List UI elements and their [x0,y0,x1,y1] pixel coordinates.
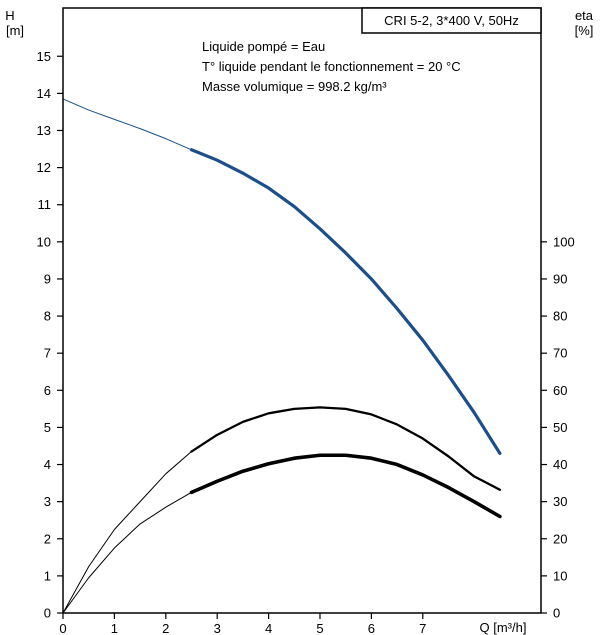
annotation-temperature: T° liquide pendant le fonctionnement = 2… [202,59,461,74]
head-curve [189,148,502,455]
bottom-axis-ticks: 0 1 2 3 4 5 6 7 [59,613,426,635]
left-tick-label: 2 [44,531,51,546]
left-tick-label: 6 [44,383,51,398]
left-tick-label: 3 [44,494,51,509]
bottom-tick-label: 7 [419,621,426,635]
bottom-tick-label: 3 [214,621,221,635]
right-tick-label: 10 [553,568,567,583]
left-tick-label: 4 [44,457,51,472]
curves [62,98,502,614]
left-tick-label: 10 [37,234,51,249]
right-tick-label: 20 [553,531,567,546]
left-tick-label: 13 [37,123,51,138]
left-tick-label: 7 [44,346,51,361]
left-axis-name: H [5,8,14,23]
left-tick-label: 12 [37,160,51,175]
right-axis-name: eta [575,8,594,23]
power-curve [189,453,502,519]
right-tick-label: 90 [553,271,567,286]
head-curve-extended [62,98,192,151]
power-curve-extended [62,491,192,614]
left-tick-label: 0 [44,606,51,621]
x-axis-label: Q [m³/h] [480,620,527,635]
left-tick-label: 8 [44,309,51,324]
bottom-tick-label: 6 [368,621,375,635]
bottom-tick-label: 5 [316,621,323,635]
right-tick-label: 100 [553,234,575,249]
right-tick-label: 0 [553,606,560,621]
left-tick-label: 11 [38,197,52,212]
right-tick-label: 70 [553,346,567,361]
left-tick-label: 15 [37,49,51,64]
bottom-tick-label: 0 [59,621,66,635]
left-tick-label: 14 [37,86,51,101]
bottom-tick-label: 2 [162,621,169,635]
right-tick-label: 60 [553,383,567,398]
left-tick-label: 1 [44,568,51,583]
bottom-tick-label: 4 [265,621,272,635]
bottom-tick-label: 1 [111,621,118,635]
title-box-frame [361,7,542,34]
right-tick-label: 80 [553,309,567,324]
chart-title: CRI 5-2, 3*400 V, 50Hz [384,13,519,28]
left-axis-unit: [m] [6,23,24,38]
right-axis-unit: [%] [575,23,594,38]
efficiency-curve-extended [62,451,192,614]
left-tick-label: 9 [44,271,51,286]
annotation-fluid: Liquide pompé = Eau [202,39,325,54]
annotation-density: Masse volumique = 998.2 kg/m³ [202,79,387,94]
efficiency-curve [190,406,502,491]
right-tick-label: 30 [553,494,567,509]
right-tick-label: 50 [553,420,567,435]
right-axis-ticks: 0 10 20 30 40 50 60 70 80 90 100 [541,234,575,621]
right-tick-label: 40 [553,457,567,472]
left-tick-label: 5 [44,420,51,435]
plot-frame [62,7,542,614]
title-box: CRI 5-2, 3*400 V, 50Hz [361,7,542,34]
